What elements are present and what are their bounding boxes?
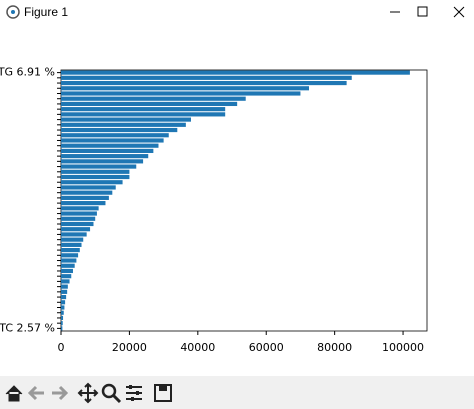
bar xyxy=(61,91,301,96)
bar xyxy=(61,107,226,112)
back-button[interactable] xyxy=(26,382,48,404)
bar xyxy=(61,86,309,91)
bar xyxy=(61,101,238,107)
x-tick-label: 100000 xyxy=(382,341,424,354)
x-tick-label: 40000 xyxy=(180,341,215,354)
window-controls xyxy=(390,6,465,18)
bar xyxy=(61,310,64,315)
x-tick-label: 20000 xyxy=(112,341,147,354)
save-button[interactable] xyxy=(152,382,174,404)
bar xyxy=(61,232,87,237)
bar xyxy=(61,201,106,206)
bar xyxy=(61,195,109,200)
title-bar: Figure 1 xyxy=(0,0,474,24)
x-tick-label: 60000 xyxy=(249,341,284,354)
bar xyxy=(61,274,72,279)
x-tick-label: 80000 xyxy=(317,341,352,354)
bar xyxy=(61,315,64,321)
bar xyxy=(61,300,66,305)
bar xyxy=(61,253,79,258)
bar xyxy=(61,248,80,253)
bar xyxy=(61,268,73,274)
bar xyxy=(61,221,94,227)
bar xyxy=(61,122,186,127)
bar xyxy=(61,148,154,153)
x-tick-label: 0 xyxy=(58,341,65,354)
bar xyxy=(61,80,347,86)
maximize-button[interactable] xyxy=(417,6,428,17)
y-tick-label: TC 2.57 % xyxy=(0,321,55,334)
bar xyxy=(61,321,63,326)
bar xyxy=(61,70,410,75)
bar xyxy=(61,143,159,148)
bar xyxy=(61,169,130,174)
chart: 0 20000 40000 60000 80000 100000 TG 6.91 % TC 2… xyxy=(0,66,428,354)
bar xyxy=(61,154,149,159)
bar xyxy=(61,326,63,331)
bar xyxy=(61,112,226,117)
bar xyxy=(61,237,84,242)
configure-button[interactable] xyxy=(123,382,145,404)
bar xyxy=(61,164,137,169)
close-button[interactable] xyxy=(453,6,465,18)
bar xyxy=(61,117,191,122)
bar xyxy=(61,138,164,143)
bar xyxy=(61,305,65,310)
bar xyxy=(61,258,77,263)
bar xyxy=(61,174,130,180)
bar xyxy=(61,206,99,211)
bar xyxy=(61,279,70,284)
bar xyxy=(61,75,352,80)
bar xyxy=(61,284,68,289)
pan-button[interactable] xyxy=(77,382,99,404)
bar xyxy=(61,180,123,185)
bar xyxy=(61,289,68,294)
bar xyxy=(61,294,67,300)
bar xyxy=(61,211,97,216)
bar xyxy=(61,185,116,190)
home-button[interactable] xyxy=(3,382,25,404)
bar xyxy=(61,216,96,221)
bar xyxy=(61,242,82,247)
zoom-button[interactable] xyxy=(100,382,122,404)
bar xyxy=(61,96,246,101)
app-icon xyxy=(6,5,20,19)
bar xyxy=(61,133,169,138)
bar xyxy=(61,227,91,232)
window-title: Figure 1 xyxy=(24,5,69,19)
bar xyxy=(61,190,113,195)
y-tick-label: TG 6.91 % xyxy=(0,66,55,79)
forward-button[interactable] xyxy=(48,382,70,404)
bar xyxy=(61,127,178,133)
toolbar xyxy=(0,376,474,409)
bar xyxy=(61,263,75,268)
bar xyxy=(61,159,144,164)
